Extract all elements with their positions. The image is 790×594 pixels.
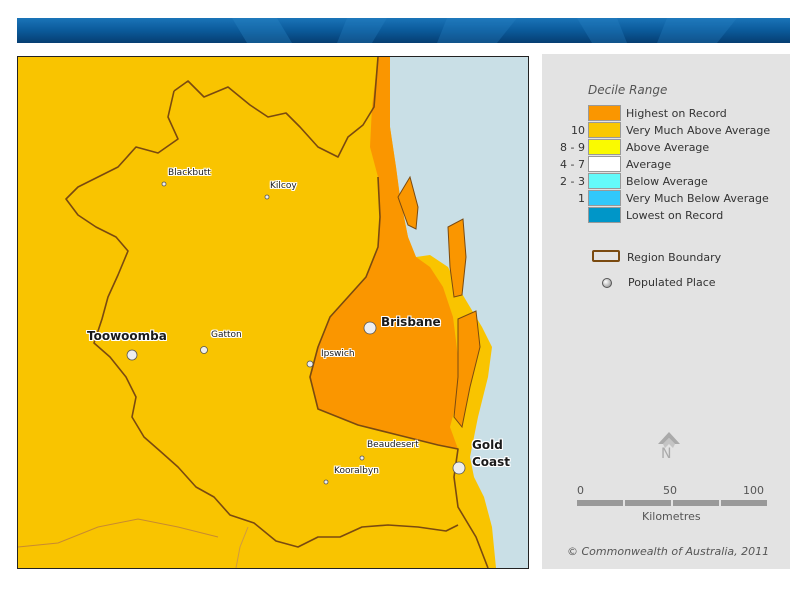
populated-place-icon	[602, 278, 612, 288]
region-boundary-swatch	[592, 250, 620, 262]
copyright-text: © Commonwealth of Australia, 2011	[567, 545, 770, 558]
map-canvas	[18, 57, 528, 568]
scale-tick-0: 0	[577, 484, 584, 497]
legend-title: Decile Range	[588, 83, 668, 97]
label-ipswich: Ipswich	[321, 349, 355, 359]
marker-beaudesert[interactable]	[359, 455, 365, 461]
marker-ipswich[interactable]	[306, 360, 314, 368]
header-banner	[17, 18, 790, 43]
populated-place-label: Populated Place	[628, 276, 716, 289]
legend-swatch-above	[588, 139, 621, 155]
highest-on-record-region	[310, 57, 458, 449]
legend-swatch-below	[588, 173, 621, 189]
legend-row-highest: Highest on Record	[542, 105, 790, 122]
legend-row-very-much-below: 1 Very Much Below Average	[542, 190, 790, 207]
legend-swatch-highest	[588, 105, 621, 121]
legend-swatch-average	[588, 156, 621, 172]
label-brisbane: Brisbane	[381, 315, 441, 329]
marker-blackbutt[interactable]	[161, 181, 167, 187]
region-boundary-label: Region Boundary	[627, 251, 722, 264]
banner-graphic	[17, 18, 790, 43]
island-bribie	[397, 175, 419, 230]
rainfall-decile-map[interactable]: Blackbutt Kilcoy Toowoomba Gatton Brisba…	[17, 56, 529, 569]
scale-segment	[721, 500, 767, 506]
label-gold-coast-line2: Coast	[472, 455, 511, 469]
scale-segment	[625, 500, 671, 506]
north-arrow-icon	[658, 432, 680, 448]
legend-row-lowest: Lowest on Record	[542, 207, 790, 224]
marker-gold-coast[interactable]	[452, 461, 466, 475]
scale-tick-50: 50	[663, 484, 677, 497]
label-beaudesert: Beaudesert	[367, 440, 419, 450]
legend-row-very-much-above: 10 Very Much Above Average	[542, 122, 790, 139]
marker-kilcoy[interactable]	[264, 194, 270, 200]
legend-label: Highest on Record	[626, 107, 727, 120]
legend-row-below: 2 - 3 Below Average	[542, 173, 790, 190]
island-moreton	[447, 218, 467, 298]
scale-bar	[577, 500, 767, 506]
legend-swatch-very-much-below	[588, 190, 621, 206]
marker-toowoomba[interactable]	[126, 349, 138, 361]
legend-row-average: 4 - 7 Average	[542, 156, 790, 173]
legend-range: 8 - 9	[560, 141, 585, 154]
legend-range: 4 - 7	[560, 158, 585, 171]
scale-segment	[673, 500, 719, 506]
legend-range: 2 - 3	[560, 175, 585, 188]
legend-panel: Decile Range Highest on Record 10 Very M…	[542, 54, 790, 569]
scale-unit: Kilometres	[642, 510, 701, 523]
legend-range: 10	[571, 124, 585, 137]
label-blackbutt: Blackbutt	[168, 168, 211, 178]
legend-label: Below Average	[626, 175, 708, 188]
label-kilcoy: Kilcoy	[270, 181, 297, 191]
region-boundary	[65, 57, 489, 568]
legend-row-above: 8 - 9 Above Average	[542, 139, 790, 156]
label-toowoomba: Toowoomba	[87, 329, 167, 343]
legend-label: Average	[626, 158, 672, 171]
legend-label: Above Average	[626, 141, 710, 154]
label-gatton: Gatton	[211, 330, 242, 340]
label-kooralbyn: Kooralbyn	[334, 466, 379, 476]
legend-label: Lowest on Record	[626, 209, 724, 222]
legend-swatch-very-much-above	[588, 122, 621, 138]
label-gold-coast-line1: Gold	[472, 438, 503, 452]
legend-label: Very Much Above Average	[626, 124, 771, 137]
scale-segment	[577, 500, 623, 506]
scale-tick-100: 100	[743, 484, 764, 497]
marker-kooralbyn[interactable]	[323, 479, 329, 485]
marker-gatton[interactable]	[200, 346, 208, 354]
north-label: N	[661, 446, 672, 462]
sea-area	[390, 57, 528, 568]
legend-label: Very Much Below Average	[626, 192, 769, 205]
legend-range: 1	[578, 192, 585, 205]
legend-swatch-lowest	[588, 207, 621, 223]
island-stradbroke	[453, 310, 481, 429]
marker-brisbane[interactable]	[363, 321, 377, 335]
